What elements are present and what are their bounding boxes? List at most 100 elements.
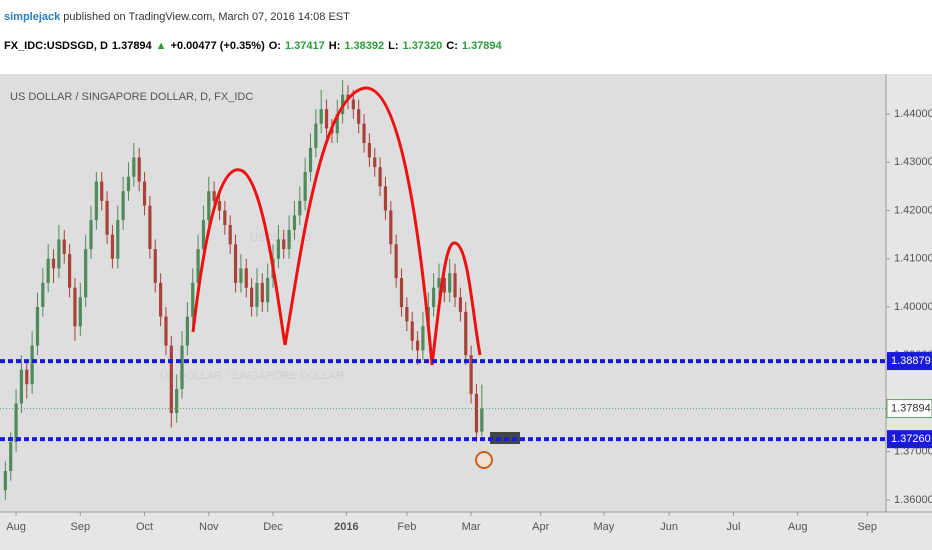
candle-body [3,470,7,491]
candle-body [217,200,222,211]
candle-body [25,369,29,385]
quote-part: H: [329,40,341,52]
x-tick-label: Nov [199,521,219,533]
candle-body [228,224,232,245]
quote-part: ▲ [156,40,167,52]
candle-body [196,249,200,283]
candle-body [378,167,382,187]
candle-body [164,316,168,346]
candle-body [244,268,248,288]
quote-part: O: [269,40,281,52]
quote-part: L: [388,40,398,52]
quote-part: 1.37894 [112,40,153,52]
candle-body [180,345,184,389]
candle-body [276,239,280,259]
candle-body [415,340,420,351]
candle-body [233,244,238,283]
plot-bg [0,74,886,512]
x-tick-label: Dec [263,521,283,533]
candle-body [175,388,179,414]
y-tick-label: 1.36000 [894,494,932,506]
candle-body [51,258,56,269]
drawings [191,86,482,366]
author[interactable]: simplejack [4,11,61,23]
price-label: 1.37260 [891,433,931,445]
candle-body [442,278,446,293]
quote-part: 1.38392 [344,40,384,52]
quote-part: +0.00477 (+0.35%) [171,40,266,52]
candle-body [223,210,227,225]
price-label: 1.38879 [891,355,931,367]
last-price-bg [886,399,932,419]
candle-body [266,278,270,303]
candle-body [67,253,72,288]
event-icon[interactable] [475,451,493,469]
x-tick-label: Apr [532,521,549,533]
candle-body [110,234,115,259]
chart-title: US DOLLAR / SINGAPORE DOLLAR, D, FX_IDC [10,91,253,103]
y-tick-label: 1.37000 [894,446,932,458]
candle-body [399,278,404,307]
candle-body [432,287,436,307]
candle-body [212,191,216,201]
candle-body [255,282,259,307]
price-label-bg [887,430,932,449]
arc-drawing [191,168,287,346]
x-tick-label: Jun [660,521,678,533]
candle-body [105,200,109,235]
y-tick-label: 1.42000 [894,204,932,216]
candle-body [207,191,211,221]
candle-body [394,244,398,279]
candle-body [308,147,313,172]
watermark: USDSGD, D [250,232,311,244]
candle-body [57,239,61,269]
watermark-subtitle: US DOLLAR / SINGAPORE DOLLAR [160,370,344,382]
candle-body [121,191,125,221]
candle-body [383,186,388,211]
candle-body [148,205,152,250]
candle-body [41,282,45,307]
x-tick-label: 2016 [334,521,358,533]
candle-body [201,220,206,250]
y-tick-label: 1.44000 [894,108,932,120]
candle-body [260,282,264,303]
quote-part: 1.37894 [462,40,503,52]
candle-body [9,442,13,471]
candle-body [448,273,452,293]
x-tick-label: Jul [726,521,740,533]
candle-body [474,393,479,433]
candle-body [292,215,297,230]
candle-body [357,109,361,124]
price-label-bg [887,352,932,371]
candle-body [469,355,473,394]
candle-body [303,171,307,201]
candle-body [453,273,457,298]
candle-body [464,311,468,356]
candle-body [19,369,24,404]
x-tick-label: Aug [788,521,808,533]
x-tick-label: Mar [462,521,481,533]
quote-part: C: [446,40,458,52]
candle-body [437,278,441,288]
candle-body [191,282,195,317]
quote-part: 1.37417 [285,40,325,52]
candle-body [324,109,329,129]
candle-body [298,200,302,216]
quote-part: FX_IDC:USDSGD, D [4,40,108,52]
candle-body [250,287,254,307]
candle-body [362,123,366,143]
candle-body [169,345,173,414]
arc-drawing [430,241,482,366]
candle-body [30,345,34,385]
candle-body [84,249,88,298]
y-tick-label: 1.40000 [894,301,932,313]
candle-body [480,408,484,432]
quote-line: FX_IDC:USDSGD, D 1.37894 ▲ +0.00477 (+0.35%… [4,40,503,52]
x-tick-label: Oct [136,521,153,533]
candle-body [78,297,82,327]
candle-body [282,239,286,250]
candle-body [421,326,425,351]
candle-body [373,157,377,168]
candle-body [185,316,189,346]
